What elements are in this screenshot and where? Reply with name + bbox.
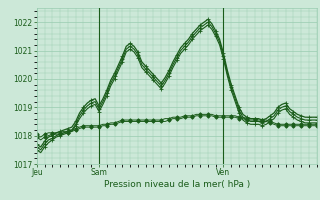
X-axis label: Pression niveau de la mer( hPa ): Pression niveau de la mer( hPa )	[104, 180, 250, 189]
